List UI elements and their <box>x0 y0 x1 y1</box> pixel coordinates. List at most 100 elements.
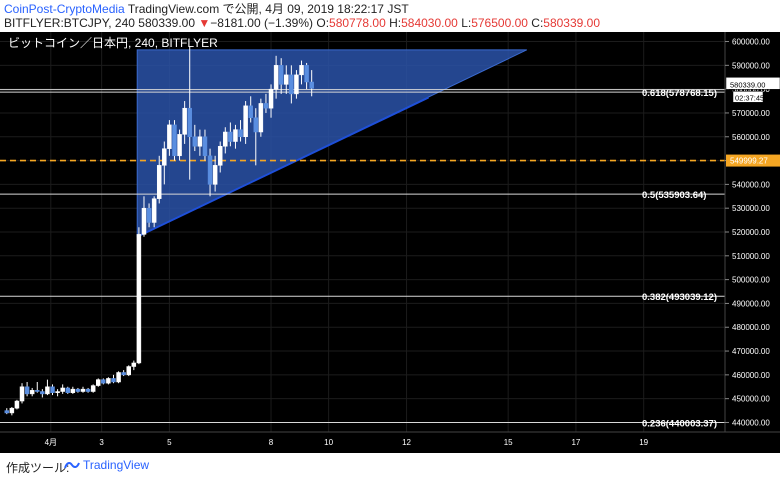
price-tick-label: 480000.00 <box>732 323 770 332</box>
time-tick-label: 17 <box>571 438 580 447</box>
candle-body[interactable] <box>95 379 101 386</box>
price-tick-label: 440000.00 <box>732 418 770 427</box>
candle-body[interactable] <box>24 386 30 395</box>
candle-body[interactable] <box>80 388 86 392</box>
candle-body[interactable] <box>228 131 233 142</box>
candle-body[interactable] <box>207 155 213 185</box>
candle-body[interactable] <box>197 136 203 147</box>
price-tick-label: 530000.00 <box>732 204 770 213</box>
time-tick-label: 19 <box>639 438 648 447</box>
candle-body[interactable] <box>14 400 20 409</box>
fibonacci-levels: 0.618(578768.15) 0.5(535903.64) 0.382(4930… <box>0 88 725 429</box>
countdown-tag-label: 02:37:45 <box>735 93 764 102</box>
candle-body[interactable] <box>278 65 284 85</box>
price-tick-label: 600000.00 <box>732 38 770 47</box>
candle-body[interactable] <box>151 198 157 223</box>
chart-title: ビットコイン／日本円, 240, BITFLYER <box>8 36 218 50</box>
candle-body[interactable] <box>75 388 81 392</box>
candle-body[interactable] <box>284 74 289 85</box>
candle-body[interactable] <box>243 105 248 138</box>
low-label: L: <box>461 16 472 30</box>
candle-body[interactable] <box>29 390 35 395</box>
last-price-tag <box>725 77 780 90</box>
candle-body[interactable] <box>126 366 131 376</box>
candle-body[interactable] <box>217 146 223 166</box>
candle-body[interactable] <box>106 378 111 384</box>
candle-body[interactable] <box>162 148 167 166</box>
orange-price-tag <box>726 154 780 167</box>
triangle-trendline <box>136 96 429 238</box>
candle-body[interactable] <box>172 124 177 157</box>
candle-body[interactable] <box>304 65 309 83</box>
candle-body[interactable] <box>156 165 162 199</box>
candle-body[interactable] <box>167 124 172 149</box>
candle-body[interactable] <box>9 407 15 414</box>
candle-body[interactable] <box>55 391 60 393</box>
time-tick-label: 15 <box>504 438 513 447</box>
candle-body[interactable] <box>299 65 304 76</box>
orange-price-tag-label: 549999.27 <box>730 157 768 166</box>
candle-body[interactable] <box>85 388 91 392</box>
price-tick-label: 450000.00 <box>732 395 770 404</box>
candle-body[interactable] <box>248 105 253 118</box>
candle-body[interactable] <box>177 134 182 157</box>
tradingview-brand: TradingView <box>83 458 150 472</box>
candle-body[interactable] <box>212 165 218 185</box>
footer: 作成ツール: TradingView <box>0 453 780 477</box>
time-tick-label: 5 <box>167 438 172 447</box>
candle-body[interactable] <box>101 379 106 384</box>
candle-body[interactable] <box>309 81 314 89</box>
candle-body[interactable] <box>4 410 10 414</box>
attribution-link[interactable]: CoinPost-CryptoMedia <box>4 2 125 16</box>
candle-body[interactable] <box>187 107 192 138</box>
close-value: 580339.00 <box>543 16 601 30</box>
candle-body[interactable] <box>223 131 228 147</box>
candle-body[interactable] <box>146 207 152 223</box>
candle-body[interactable] <box>192 136 198 147</box>
candle-body[interactable] <box>263 103 269 109</box>
candle-body[interactable] <box>202 136 208 157</box>
candle-body[interactable] <box>268 88 274 109</box>
last-price-tag-label: 580339.00 <box>730 80 765 89</box>
publish-info: TradingView.com で公開, 4月 09, 2019 18:22:1… <box>124 2 409 16</box>
candle-body[interactable] <box>182 107 187 135</box>
candle-body[interactable] <box>131 362 137 367</box>
price-chart[interactable]: 0.618(578768.15) 0.5(535903.64) 0.382(4930… <box>0 32 780 453</box>
candle-body[interactable] <box>233 129 238 142</box>
candle-body[interactable] <box>65 387 71 393</box>
candle-body[interactable] <box>19 386 25 402</box>
tradingview-link[interactable]: TradingView <box>64 458 149 472</box>
candle-body[interactable] <box>50 386 55 393</box>
candle-body[interactable] <box>294 74 299 95</box>
chart-svg[interactable]: 0.618(578768.15) 0.5(535903.64) 0.382(4930… <box>0 32 780 453</box>
price-tick-label: 460000.00 <box>732 371 770 380</box>
candle-body[interactable] <box>273 65 279 90</box>
open-value: 580778.00 <box>329 16 386 30</box>
time-tick-label: 8 <box>269 438 274 447</box>
time-tick-label: 3 <box>99 438 104 447</box>
open-label: O: <box>316 16 330 30</box>
candle-body[interactable] <box>90 385 96 392</box>
fib-level-label: 0.618(578768.15) <box>642 88 717 99</box>
candle-body[interactable] <box>116 372 121 383</box>
candle-body[interactable] <box>111 378 116 383</box>
down-arrow-icon: ▼ <box>198 16 211 30</box>
close-label: C: <box>531 16 544 30</box>
time-tick-label: 4月 <box>45 438 57 447</box>
candle-body[interactable] <box>136 234 142 364</box>
candles[interactable] <box>4 46 314 416</box>
candle-body[interactable] <box>70 388 76 393</box>
candle-body[interactable] <box>253 117 259 133</box>
last-price: 580339.00 <box>138 16 196 30</box>
candle-body[interactable] <box>238 129 243 138</box>
candle-body[interactable] <box>40 391 45 395</box>
candle-body[interactable] <box>289 74 294 95</box>
candle-body[interactable] <box>45 386 50 395</box>
footer-label: 作成ツール: <box>6 461 70 475</box>
candle-body[interactable] <box>35 390 40 392</box>
candle-body[interactable] <box>258 103 264 133</box>
candle-body[interactable] <box>121 372 126 376</box>
time-axis[interactable]: 4月 3 5 8 10 12 15 17 19 <box>45 438 649 447</box>
candle-body[interactable] <box>60 387 65 392</box>
candle-body[interactable] <box>141 207 147 235</box>
